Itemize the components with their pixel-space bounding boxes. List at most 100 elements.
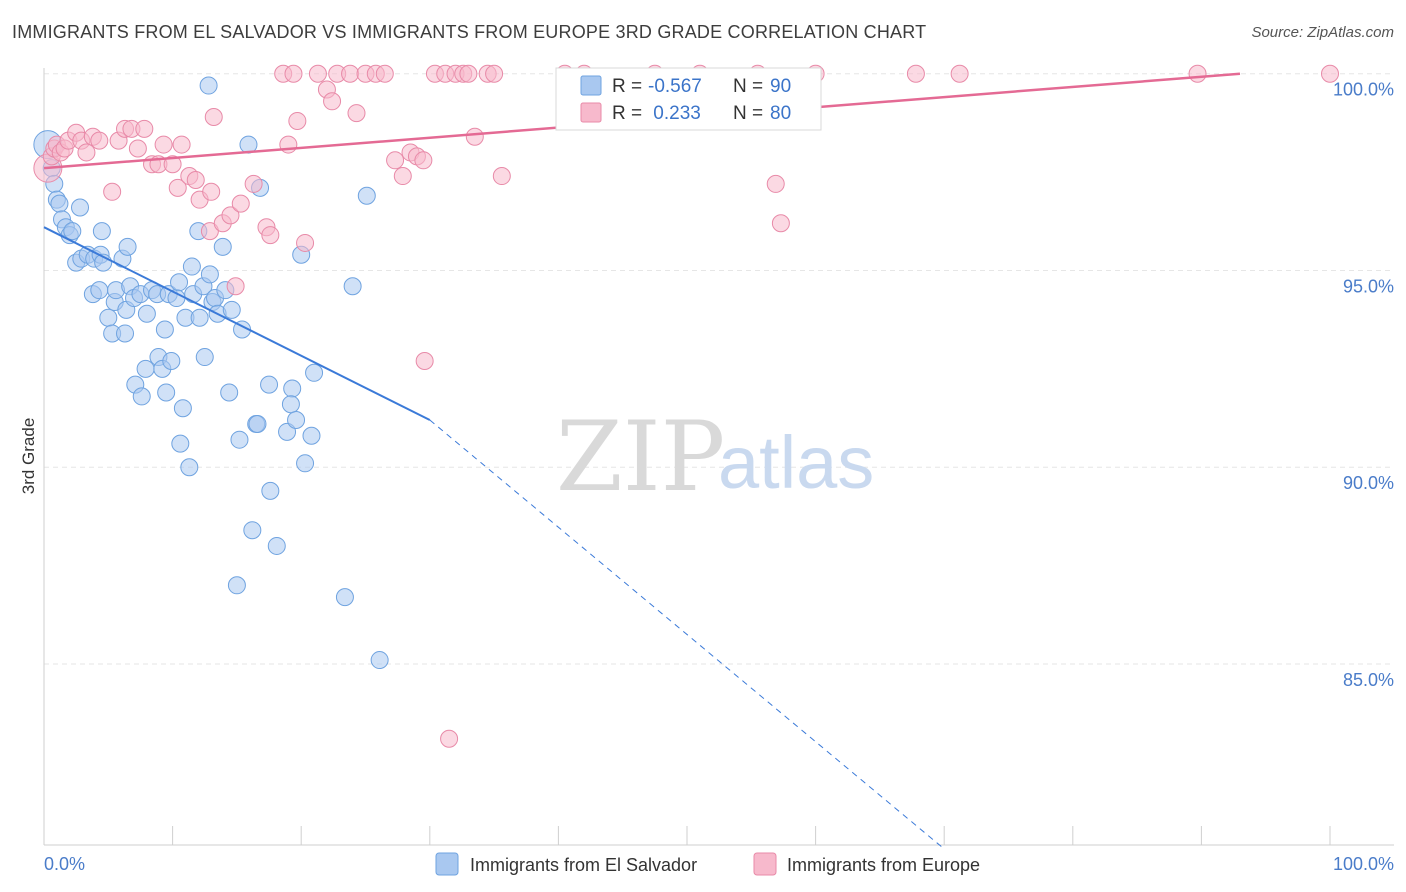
data-point	[50, 194, 69, 213]
data-point	[386, 151, 405, 170]
data-point	[195, 348, 214, 367]
y-tick-labels: 85.0% 90.0% 95.0% 100.0%	[1333, 80, 1394, 690]
data-point	[231, 194, 250, 213]
data-point	[173, 399, 192, 418]
data-point	[341, 64, 360, 83]
data-point	[305, 363, 324, 382]
data-point	[116, 324, 135, 343]
data-point	[335, 588, 354, 607]
data-point	[132, 387, 151, 406]
axes	[43, 68, 1394, 846]
data-point	[168, 178, 187, 197]
trend-line-el-salvador-extension	[429, 419, 945, 850]
data-point	[103, 182, 122, 201]
data-point	[227, 576, 246, 595]
data-point	[492, 167, 511, 186]
data-point	[162, 351, 181, 370]
legend-swatch-el-salvador	[580, 75, 602, 96]
legend-n-value-2: 80	[770, 103, 791, 124]
legend-r-label-1: R =	[612, 76, 642, 97]
data-point	[180, 458, 199, 477]
data-point	[154, 135, 173, 154]
data-point	[200, 265, 219, 284]
data-point	[323, 92, 342, 111]
data-point	[308, 64, 327, 83]
data-point	[267, 536, 286, 555]
x-tick-label: 0.0%	[44, 854, 85, 874]
data-point	[186, 170, 205, 189]
data-point	[260, 375, 279, 394]
data-point	[170, 273, 189, 292]
bottom-legend-swatch-europe	[753, 852, 777, 876]
data-point	[136, 359, 155, 378]
data-point	[766, 174, 785, 193]
y-tick-label: 85.0%	[1343, 670, 1394, 690]
legend-r-label-2: R =	[612, 103, 642, 124]
y-tick-label: 95.0%	[1343, 276, 1394, 296]
data-point	[1188, 64, 1207, 83]
bottom-legend-label-el-salvador: Immigrants from El Salvador	[470, 855, 697, 875]
data-point	[284, 64, 303, 83]
data-point	[465, 127, 484, 146]
data-point	[296, 233, 315, 252]
data-point	[230, 430, 249, 449]
data-point	[118, 237, 137, 256]
legend-r-value-1: -0.567	[648, 76, 702, 97]
data-point	[347, 104, 366, 123]
watermark-zip: ZIP	[556, 401, 725, 513]
data-point	[222, 300, 241, 319]
data-point	[99, 308, 118, 327]
data-point	[157, 383, 176, 402]
grid-lines	[44, 73, 1390, 665]
legend-n-value-1: 90	[770, 76, 791, 97]
data-point	[244, 174, 263, 193]
data-point	[167, 289, 186, 308]
data-point	[135, 119, 154, 138]
data-point	[370, 651, 389, 670]
data-point	[393, 167, 412, 186]
legend-swatch-europe	[580, 102, 602, 123]
chart-source: Source: ZipAtlas.com	[1251, 24, 1394, 41]
data-point	[77, 143, 96, 162]
data-point	[155, 320, 174, 339]
data-point	[190, 308, 209, 327]
data-point	[459, 64, 478, 83]
data-point	[288, 111, 307, 130]
data-point	[182, 257, 201, 276]
legend-r-value-2: 0.233	[648, 103, 701, 124]
legend-n-label-2: N =	[733, 103, 763, 124]
bottom-legend-swatch-el-salvador	[435, 852, 459, 876]
data-point	[71, 198, 90, 217]
data-point	[906, 64, 925, 83]
data-point	[485, 64, 504, 83]
data-point	[415, 351, 434, 370]
y-tick-label: 100.0%	[1333, 80, 1394, 100]
data-point	[213, 237, 232, 256]
data-point	[137, 304, 156, 323]
data-point	[261, 481, 280, 500]
data-point	[440, 729, 459, 748]
data-point	[302, 426, 321, 445]
data-point	[261, 226, 280, 245]
data-point	[172, 135, 191, 154]
data-point	[771, 214, 790, 233]
x-tick-labels: 0.0% 100.0%	[44, 854, 1394, 874]
data-point	[128, 139, 147, 158]
bottom-legend-label-europe: Immigrants from Europe	[787, 855, 980, 875]
x-tick-label: 100.0%	[1333, 854, 1394, 874]
y-tick-label: 90.0%	[1343, 473, 1394, 493]
trend-line-el-salvador	[43, 226, 431, 421]
data-point	[287, 411, 306, 430]
data-point	[171, 434, 190, 453]
bottom-legend: Immigrants from El Salvador Immigrants f…	[435, 852, 980, 876]
data-point	[248, 414, 267, 433]
data-point	[63, 222, 82, 241]
data-point	[414, 151, 433, 170]
data-point	[296, 454, 315, 473]
data-point	[204, 108, 223, 127]
data-point	[199, 76, 218, 95]
data-point	[90, 131, 109, 150]
data-point	[283, 379, 302, 398]
legend-box: R = -0.567 N = 90 R = 0.233 N = 80	[555, 67, 822, 131]
data-point	[226, 277, 245, 296]
